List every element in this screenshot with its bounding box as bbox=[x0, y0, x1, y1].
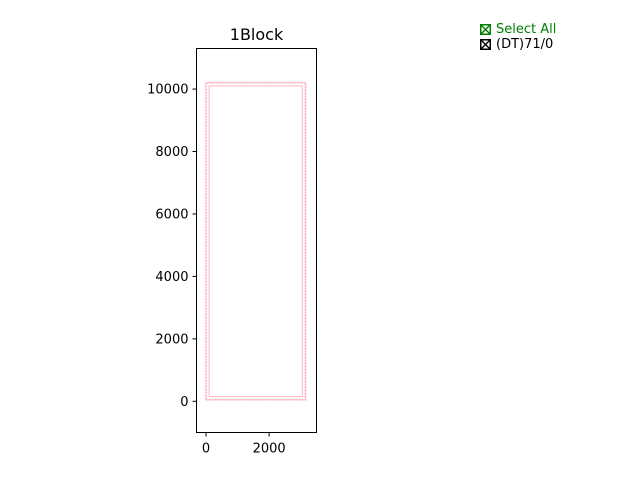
legend-item-select-all[interactable]: Select All bbox=[480, 22, 556, 37]
y-tick-label: 10000 bbox=[147, 83, 188, 98]
chart-title: 1Block bbox=[230, 25, 284, 44]
series-0-vertex-markers bbox=[204, 81, 307, 402]
y-tick-label: 2000 bbox=[155, 332, 188, 347]
checked-box-icon[interactable] bbox=[480, 24, 491, 35]
plot-frame bbox=[196, 48, 317, 433]
y-tick-label: 6000 bbox=[155, 207, 188, 222]
y-tick-label: 0 bbox=[180, 395, 188, 410]
legend: Select All (DT)71/0 bbox=[480, 22, 556, 52]
legend-item-layer[interactable]: (DT)71/0 bbox=[480, 37, 556, 52]
series-0-inner-outline bbox=[208, 85, 303, 398]
legend-label-layer: (DT)71/0 bbox=[496, 37, 554, 52]
axis-ticks: 0 2000 0 2000 4000 6000 8000 10000 bbox=[147, 83, 286, 457]
y-tick-label: 4000 bbox=[155, 270, 188, 285]
legend-label-select-all: Select All bbox=[496, 22, 557, 37]
x-tick-label: 0 bbox=[202, 442, 210, 457]
plot-marks bbox=[204, 81, 307, 402]
y-tick-label: 8000 bbox=[155, 145, 188, 160]
x-tick-label: 2000 bbox=[253, 442, 286, 457]
checked-box-icon[interactable] bbox=[480, 39, 491, 50]
series-0-outer-outline bbox=[205, 82, 306, 401]
